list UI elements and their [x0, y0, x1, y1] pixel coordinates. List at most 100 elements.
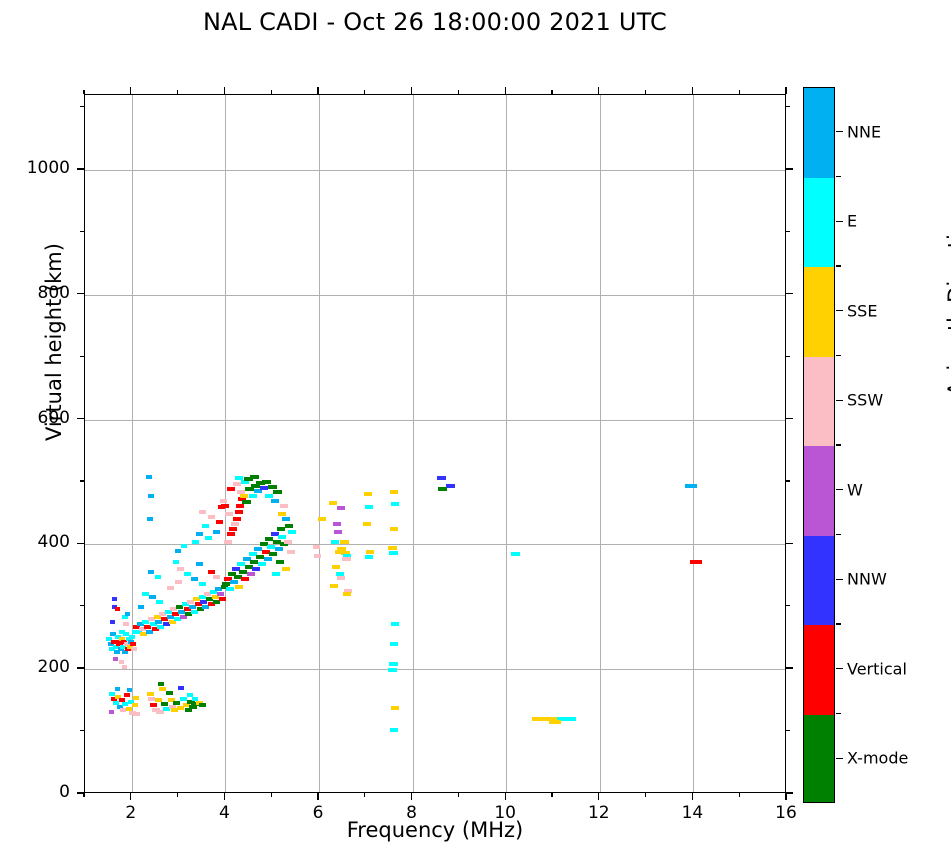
data-point [389, 551, 399, 556]
data-point [122, 649, 129, 654]
data-point [118, 698, 125, 703]
data-point [274, 547, 283, 552]
data-point [111, 639, 118, 644]
data-point [389, 642, 398, 647]
data-point [312, 544, 320, 549]
data-point [140, 632, 148, 637]
data-point [196, 607, 204, 612]
data-point [162, 707, 170, 712]
data-point [230, 522, 239, 527]
x-minor-tick-top [270, 90, 272, 94]
data-point [110, 632, 117, 637]
data-point [205, 597, 213, 602]
x-tick-top [504, 87, 506, 94]
gridline-horizontal [85, 419, 785, 421]
x-tick-top [691, 87, 694, 94]
data-point [183, 607, 191, 612]
x-tick-label: 4 [218, 803, 230, 823]
data-point [217, 592, 225, 597]
gridline-horizontal [85, 169, 785, 171]
data-point [109, 692, 116, 697]
data-point [170, 607, 178, 612]
data-point [185, 708, 193, 713]
data-point [130, 647, 137, 652]
data-point [275, 559, 284, 564]
colorbar-band-sse [804, 267, 834, 357]
data-point [202, 604, 210, 609]
data-point [112, 604, 118, 609]
data-point [557, 717, 570, 722]
data-point [161, 702, 169, 707]
data-point [256, 554, 265, 559]
data-point [146, 629, 154, 634]
data-point [155, 619, 163, 624]
data-point [191, 697, 198, 702]
data-point [446, 483, 456, 488]
data-point [543, 717, 558, 722]
data-point [129, 642, 136, 647]
data-point [153, 614, 161, 619]
data-point [362, 522, 371, 527]
x-minor-tick [364, 793, 366, 797]
data-point [236, 503, 245, 508]
data-point [365, 549, 374, 554]
data-point [232, 517, 241, 522]
data-point [116, 642, 124, 647]
data-point [175, 579, 183, 584]
data-point [263, 557, 272, 562]
data-point [363, 492, 372, 497]
data-point [154, 574, 161, 579]
data-point [111, 597, 117, 602]
x-tick [223, 793, 226, 800]
data-point [287, 529, 296, 534]
data-point [184, 572, 192, 577]
data-point [285, 523, 294, 528]
data-point [244, 564, 253, 569]
data-point [231, 567, 240, 572]
data-point [126, 644, 133, 649]
data-point [199, 509, 207, 514]
data-point [335, 572, 344, 577]
data-point [343, 592, 352, 597]
data-point [195, 700, 203, 705]
data-point [187, 599, 195, 604]
data-point [118, 629, 125, 634]
colorbar-band-vertical [804, 625, 834, 715]
data-point [389, 728, 398, 733]
data-point [181, 602, 189, 607]
colorbar-label-nnw: NNW [847, 569, 887, 589]
data-point [157, 682, 164, 687]
data-point [219, 597, 227, 602]
data-point [125, 647, 132, 652]
colorbar-tick [836, 131, 843, 133]
data-point [149, 594, 157, 599]
x-tick [785, 793, 787, 800]
data-point [111, 697, 118, 702]
y-minor-tick-right [786, 355, 790, 357]
data-point [149, 703, 157, 708]
data-point [188, 704, 197, 709]
y-tick-right [786, 542, 793, 545]
data-point [120, 644, 127, 649]
x-minor-tick [551, 793, 553, 797]
data-point [120, 708, 127, 713]
x-tick [598, 793, 600, 800]
colorbar-label-e: E [847, 211, 858, 231]
data-point [159, 687, 167, 692]
data-point [134, 629, 142, 634]
data-point [123, 632, 130, 637]
data-point [216, 519, 224, 524]
gridline-vertical [225, 95, 227, 792]
data-point [169, 704, 177, 709]
gridline-vertical [693, 95, 695, 792]
data-point [329, 501, 338, 506]
data-point [191, 702, 200, 707]
data-point [165, 690, 173, 695]
colorbar-boundary-tick [836, 175, 841, 178]
data-point [257, 562, 266, 567]
data-point [202, 523, 210, 528]
data-point [238, 497, 247, 502]
data-point [171, 708, 179, 713]
colorbar-label-nne: NNE [847, 122, 882, 142]
data-point [115, 687, 121, 692]
